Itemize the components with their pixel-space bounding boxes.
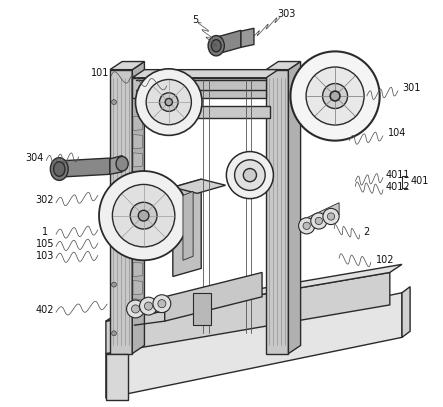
Text: 1: 1 [42, 227, 48, 237]
Polygon shape [133, 153, 142, 167]
Polygon shape [303, 203, 339, 232]
Ellipse shape [144, 302, 152, 310]
Ellipse shape [153, 295, 171, 313]
Polygon shape [216, 30, 241, 54]
Ellipse shape [112, 160, 117, 165]
Ellipse shape [291, 51, 380, 141]
Text: 302: 302 [36, 195, 54, 205]
Ellipse shape [140, 297, 157, 315]
Polygon shape [241, 28, 254, 47]
Ellipse shape [243, 168, 256, 182]
Ellipse shape [54, 162, 65, 176]
Text: 303: 303 [277, 9, 295, 19]
Polygon shape [133, 116, 142, 131]
Ellipse shape [330, 91, 340, 101]
Polygon shape [132, 70, 278, 78]
Ellipse shape [113, 184, 175, 247]
Polygon shape [106, 293, 402, 398]
Polygon shape [106, 354, 128, 400]
Ellipse shape [146, 79, 191, 125]
Ellipse shape [211, 39, 221, 52]
Polygon shape [288, 61, 301, 354]
Ellipse shape [127, 300, 144, 318]
Ellipse shape [116, 156, 128, 171]
Ellipse shape [165, 98, 172, 106]
Ellipse shape [136, 69, 202, 136]
Polygon shape [132, 78, 266, 98]
Ellipse shape [112, 100, 117, 105]
Ellipse shape [235, 160, 265, 190]
Ellipse shape [208, 35, 224, 56]
Polygon shape [59, 158, 110, 177]
Polygon shape [165, 106, 270, 118]
Ellipse shape [226, 151, 273, 199]
Polygon shape [106, 264, 402, 321]
Polygon shape [173, 179, 201, 276]
Text: 301: 301 [402, 83, 420, 93]
Ellipse shape [108, 374, 112, 378]
Ellipse shape [159, 93, 178, 112]
Text: 101: 101 [91, 68, 109, 78]
Ellipse shape [112, 221, 117, 226]
Ellipse shape [315, 217, 323, 225]
Polygon shape [110, 61, 144, 70]
Ellipse shape [112, 331, 117, 336]
Ellipse shape [323, 208, 339, 225]
Text: 401: 401 [410, 176, 428, 186]
Ellipse shape [311, 213, 327, 229]
Polygon shape [173, 179, 225, 193]
Polygon shape [133, 263, 142, 276]
Text: 103: 103 [36, 251, 54, 261]
Ellipse shape [108, 384, 112, 388]
Text: 102: 102 [376, 255, 394, 265]
Ellipse shape [299, 218, 315, 234]
Text: 104: 104 [388, 127, 406, 138]
Ellipse shape [306, 67, 364, 125]
Ellipse shape [323, 83, 348, 109]
Polygon shape [106, 272, 390, 354]
Polygon shape [266, 70, 288, 354]
Polygon shape [266, 61, 301, 70]
Ellipse shape [327, 213, 334, 220]
Ellipse shape [108, 364, 112, 368]
Polygon shape [183, 191, 193, 260]
Polygon shape [110, 70, 132, 354]
Ellipse shape [112, 282, 117, 287]
Text: 2: 2 [363, 227, 370, 237]
Polygon shape [133, 171, 142, 185]
Text: 304: 304 [25, 153, 43, 163]
Polygon shape [133, 280, 142, 295]
Ellipse shape [99, 171, 188, 260]
Polygon shape [133, 189, 142, 204]
Text: 4011: 4011 [386, 170, 410, 180]
Polygon shape [133, 299, 142, 313]
Ellipse shape [132, 305, 140, 313]
Polygon shape [110, 155, 122, 174]
Polygon shape [133, 208, 142, 222]
Polygon shape [402, 287, 410, 337]
Ellipse shape [158, 300, 166, 308]
Ellipse shape [51, 158, 68, 180]
Polygon shape [133, 226, 142, 240]
Text: 402: 402 [36, 305, 54, 315]
Text: 5: 5 [192, 15, 198, 25]
Polygon shape [133, 135, 142, 149]
Ellipse shape [303, 222, 311, 230]
Polygon shape [193, 293, 211, 325]
Polygon shape [133, 244, 142, 258]
Polygon shape [165, 272, 262, 321]
Text: 105: 105 [36, 239, 54, 249]
Polygon shape [132, 61, 144, 354]
Ellipse shape [130, 202, 157, 229]
Ellipse shape [138, 210, 149, 221]
Text: 4012: 4012 [386, 182, 410, 192]
